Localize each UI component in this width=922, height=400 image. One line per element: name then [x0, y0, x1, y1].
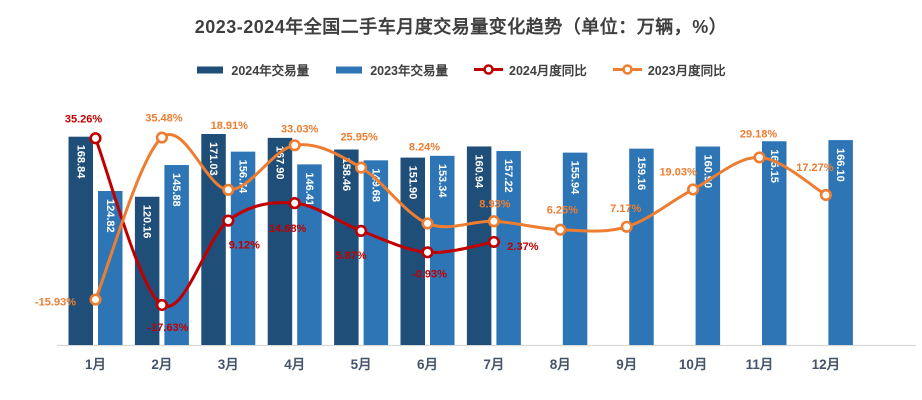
bar-value-label-2023年交易量-7月: 157.22	[502, 159, 514, 193]
bar-value-label-2024年交易量-5月: 158.46	[340, 158, 352, 192]
marker-2024月度同比-2月	[155, 298, 168, 312]
legend-label: 2024年交易量	[231, 63, 310, 78]
month-label-7月: 7月	[483, 357, 504, 372]
pct-label-2023月度同比-3月: 18.91%	[211, 120, 249, 132]
chart-legend: 2024年交易量 2023年交易量 2024月度同比 2023月度同比	[0, 58, 922, 80]
marker-2023月度同比-12月	[819, 188, 833, 202]
bar-2024年交易量-2月	[134, 196, 160, 345]
bar-value-label-2024年交易量-7月: 160.94	[473, 154, 485, 189]
bar-2023年交易量-4月	[297, 164, 322, 345]
bar-2023年交易量-5月	[363, 160, 389, 345]
pct-label-2024月度同比-5月: 5.87%	[335, 250, 366, 262]
legend-bar-swatch-icon	[197, 66, 224, 73]
bar-2023年交易量-7月	[496, 151, 521, 345]
marker-2023月度同比-11月	[753, 151, 766, 164]
bar-value-label-2023年交易量-1月: 124.82	[104, 199, 116, 233]
marker-2023月度同比-9月	[620, 220, 633, 233]
bar-value-label-2023年交易量-6月: 153.34	[436, 164, 448, 199]
bar-value-label-2023年交易量-11月: 165.15	[768, 149, 780, 183]
legend-item-2: 2024月度同比	[474, 60, 587, 79]
legend-line-circle-icon	[474, 63, 503, 75]
bar-value-label-2023年交易量-8月: 155.94	[569, 161, 581, 196]
legend-item-0: 2024年交易量	[196, 60, 309, 79]
bar-2023年交易量-12月	[828, 140, 853, 345]
pct-label-2023月度同比-12月: 17.27%	[796, 162, 834, 174]
marker-2024月度同比-4月	[288, 197, 301, 210]
pct-label-2023月度同比-5月: 25.95%	[340, 132, 378, 144]
chart-title: 2023-2024年全国二手车月度交易量变化趋势（单位：万辆，%）	[194, 17, 728, 37]
legend-item-3: 2023月度同比	[612, 60, 726, 79]
bar-value-label-2024年交易量-6月: 151.90	[406, 166, 418, 200]
bar-value-label-2023年交易量-9月: 159.16	[635, 157, 647, 191]
pct-label-2024月度同比-6月: -0.93%	[412, 268, 447, 280]
marker-2023月度同比-7月	[487, 215, 501, 228]
marker-2024月度同比-1月	[89, 132, 102, 145]
legend-label: 2023月度同比	[647, 63, 726, 78]
bar-2024年交易量-5月	[334, 149, 359, 345]
pct-label-2023月度同比-1月: -15.93%	[35, 297, 76, 309]
bar-2023年交易量-8月	[562, 152, 588, 345]
marker-2024月度同比-5月	[355, 224, 368, 237]
legend-label: 2023年交易量	[370, 63, 448, 78]
pct-label-2024月度同比-3月: 9.12%	[229, 240, 260, 252]
month-label-11月: 11月	[746, 357, 774, 372]
pct-label-2023月度同比-10月: 19.03%	[659, 166, 697, 178]
legend-label: 2024月度同比	[509, 63, 587, 78]
legend-bar-swatch-icon	[336, 66, 363, 73]
pct-label-2023月度同比-4月: 33.03%	[281, 123, 319, 135]
marker-2023月度同比-2月	[155, 131, 168, 144]
bar-2023年交易量-2月	[164, 165, 189, 345]
bar-value-label-2024年交易量-2月: 120.16	[141, 205, 153, 239]
marker-2024月度同比-7月	[487, 235, 501, 249]
marker-2023月度同比-5月	[355, 161, 368, 174]
month-label-10月: 10月	[679, 357, 708, 372]
marker-2023月度同比-3月	[222, 183, 235, 196]
month-label-6月: 6月	[417, 357, 438, 372]
month-label-5月: 5月	[351, 357, 372, 372]
marker-2023月度同比-1月	[89, 293, 102, 306]
month-label-8月: 8月	[550, 357, 571, 372]
marker-2023月度同比-10月	[686, 183, 700, 196]
bar-value-label-2023年交易量-2月: 145.88	[170, 173, 182, 207]
month-label-12月: 12月	[812, 357, 841, 372]
marker-2024月度同比-3月	[222, 214, 235, 227]
legend-item-1: 2023年交易量	[335, 60, 448, 79]
marker-2023月度同比-4月	[288, 139, 301, 152]
bar-2023年交易量-9月	[629, 148, 654, 345]
marker-2024月度同比-6月	[421, 246, 434, 259]
bar-value-label-2024年交易量-1月: 168.84	[74, 145, 86, 180]
month-label-4月: 4月	[284, 357, 305, 372]
pct-label-2023月度同比-11月: 29.18%	[740, 128, 778, 140]
month-label-9月: 9月	[616, 357, 637, 372]
bar-value-label-2023年交易量-12月: 166.10	[834, 148, 846, 182]
pct-label-2023月度同比-2月: 35.48%	[145, 113, 183, 125]
marker-2023月度同比-6月	[421, 217, 434, 230]
pct-label-2023月度同比-7月: 8.93%	[479, 198, 510, 210]
pct-label-2024月度同比-7月: 2.37%	[507, 241, 538, 253]
legend-line-circle-icon	[612, 63, 642, 75]
bar-value-label-2024年交易量-3月: 171.03	[207, 142, 219, 176]
month-label-3月: 3月	[218, 357, 239, 372]
pct-label-2023月度同比-9月: 7.17%	[610, 203, 641, 215]
marker-2023月度同比-8月	[554, 223, 567, 236]
bar-2024年交易量-4月	[267, 137, 293, 345]
month-label-1月: 1月	[85, 357, 106, 372]
month-label-2月: 2月	[151, 357, 172, 372]
pct-label-2024月度同比-4月: 14.68%	[269, 223, 307, 235]
bar-value-label-2023年交易量-4月: 146.41	[303, 172, 315, 206]
bar-2023年交易量-1月	[98, 191, 123, 345]
pct-label-2023月度同比-8月: 6.25%	[547, 205, 578, 217]
pct-label-2024月度同比-1月: 35.26%	[65, 113, 103, 125]
pct-label-2024月度同比-2月: -17.63%	[147, 322, 188, 334]
bar-2023年交易量-11月	[762, 141, 787, 345]
pct-label-2023月度同比-6月: 8.24%	[409, 141, 440, 153]
bar-2024年交易量-1月	[68, 136, 93, 345]
